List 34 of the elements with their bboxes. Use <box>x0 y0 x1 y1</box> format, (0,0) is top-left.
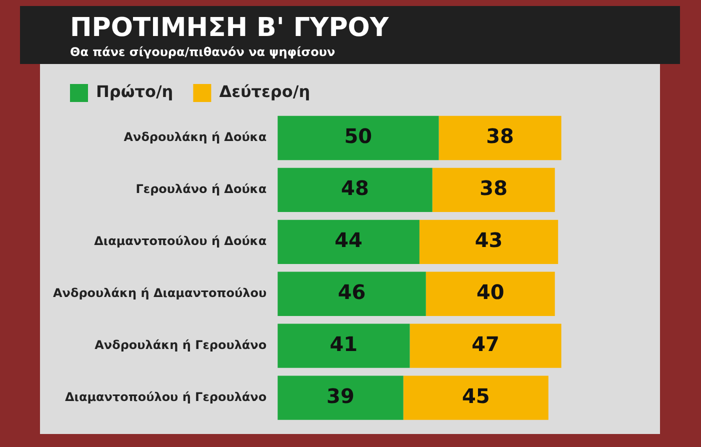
data-label: 44 <box>334 228 362 252</box>
bar <box>278 376 404 420</box>
bar <box>410 324 562 368</box>
data-label: 46 <box>338 280 366 304</box>
data-label: 38 <box>486 124 514 148</box>
bar <box>426 272 555 316</box>
data-label: 45 <box>462 384 490 408</box>
bar <box>278 324 410 368</box>
y-tick-label: Ανδρουλάκη ή Διαμαντοπούλου <box>52 286 267 300</box>
data-label: 48 <box>341 176 369 200</box>
bar <box>278 272 426 316</box>
data-label: 38 <box>480 176 508 200</box>
data-label: 39 <box>326 384 354 408</box>
legend-label: Δεύτερο/η <box>219 82 310 102</box>
chart-title: ΠΡΟΤΙΜΗΣΗ Β' ΓΥΡΟΥ <box>70 12 390 44</box>
bar <box>278 220 420 264</box>
chart-subtitle: Θα πάνε σίγουρα/πιθανόν να ψηφίσουν <box>70 44 336 60</box>
data-label: 43 <box>474 228 503 252</box>
data-label: 50 <box>344 124 372 148</box>
bar <box>278 168 432 212</box>
bar <box>432 168 555 212</box>
legend-label: Πρώτο/η <box>96 82 174 102</box>
data-label: 40 <box>476 280 504 304</box>
y-tick-label: Διαμαντοπούλου ή Δούκα <box>94 234 267 248</box>
data-label: 41 <box>330 332 358 356</box>
y-tick-label: Γερουλάνο ή Δούκα <box>136 182 267 196</box>
bar <box>419 220 558 264</box>
data-label: 47 <box>472 332 500 356</box>
y-tick-label: Ανδρουλάκη ή Γερουλάνο <box>94 338 267 352</box>
bar <box>403 376 548 420</box>
y-tick-label: Διαμαντοπούλου ή Γερουλάνο <box>65 390 267 404</box>
y-tick-label: Ανδρουλάκη ή Δούκα <box>124 130 267 144</box>
bar <box>278 116 439 160</box>
bar <box>438 116 562 160</box>
